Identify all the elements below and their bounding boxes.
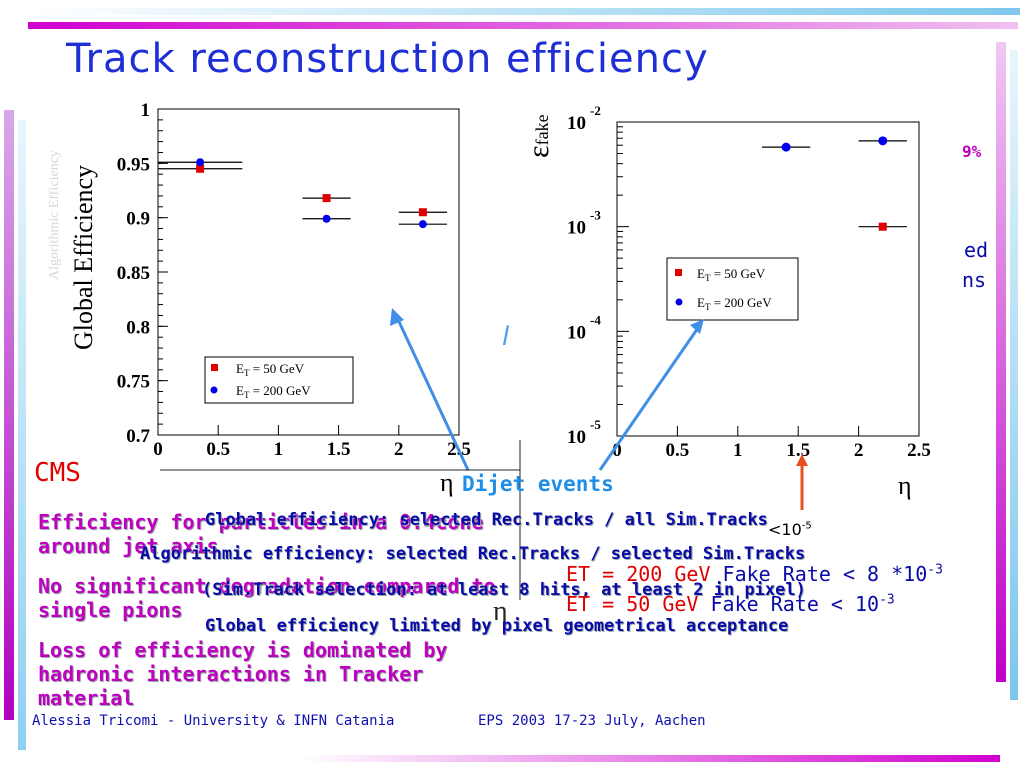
fake-rate-200-et: ET = 200 GeV bbox=[566, 562, 711, 586]
arrow-left-head bbox=[390, 308, 404, 326]
plot2-xlabel: η bbox=[898, 471, 912, 500]
mid-line-2: Algorithmic efficiency: selected Rec.Tra… bbox=[140, 544, 806, 564]
plot2-legend-50: ET = 50 GeV bbox=[697, 266, 766, 283]
left-line-3c: material bbox=[38, 686, 135, 710]
plot1-legend-box bbox=[204, 356, 354, 404]
plot1-ytick-label: 1 bbox=[141, 100, 151, 121]
page-title: Track reconstruction efficiency bbox=[66, 36, 709, 82]
plot1-ytick-label: 0.9 bbox=[126, 209, 150, 230]
plot1-xtick-label: 1 bbox=[274, 439, 284, 460]
ghost-eta: η bbox=[493, 596, 508, 627]
plot2-xtick-label: 1 bbox=[733, 440, 743, 461]
plot2-legend-marker-50 bbox=[675, 269, 682, 276]
plot1-point-200 bbox=[196, 158, 205, 167]
plot1-point-50 bbox=[322, 194, 331, 203]
fragment-10: <10-5 bbox=[768, 520, 812, 539]
bottom-bar bbox=[300, 755, 1000, 762]
plot1-ytick-label: 0.8 bbox=[126, 317, 150, 338]
plot2-ytick-label: 10-3 bbox=[567, 208, 601, 239]
dijet-label: Dijet events bbox=[462, 472, 614, 496]
title-bar bbox=[28, 22, 1018, 29]
plot2-ticks: 10-5 10-4 10-3 10-2 0 0.5 1 1.5 2 2.5 bbox=[567, 103, 931, 461]
plot1-ytick-label: 0.95 bbox=[117, 154, 150, 175]
left-line-1: Efficiency for particles in a 0.4cone bbox=[38, 510, 484, 534]
right-bar bbox=[996, 42, 1006, 682]
fragment-10-exp: -5 bbox=[801, 520, 812, 532]
eta-label: η bbox=[440, 468, 454, 497]
plot2-xtick-label: 1.5 bbox=[786, 440, 810, 461]
plot1-ytick-label: 0.85 bbox=[117, 263, 150, 284]
plot2-xtick-label: 2 bbox=[854, 440, 864, 461]
plot1-legend: ET = 50 GeV ET = 200 GeV bbox=[204, 356, 354, 404]
plot1-point-200 bbox=[322, 214, 331, 223]
plot2-xtick-label: 0 bbox=[612, 440, 622, 461]
fragment-ed: ed bbox=[964, 238, 989, 262]
plot2-xtick-label: 2.5 bbox=[907, 440, 931, 461]
plot1-ylabel: Global Efficiency bbox=[69, 165, 98, 350]
plot1-point-200 bbox=[418, 220, 427, 229]
plot1-xtick-label: 2 bbox=[394, 439, 404, 460]
plot2-point-50 bbox=[878, 222, 887, 231]
plot2-point-200 bbox=[878, 136, 888, 146]
plot1-xtick-label: 0 bbox=[153, 439, 163, 460]
left-line-1b: around jet axis bbox=[38, 534, 219, 558]
arrow-right-head bbox=[690, 319, 704, 334]
plot1-xtick-label: 0.5 bbox=[206, 439, 230, 460]
plot1-series bbox=[158, 158, 447, 229]
fragment-l: l bbox=[502, 322, 510, 352]
mid-line-4: Global efficiency limited by pixel geome… bbox=[205, 616, 789, 636]
plot2-ytick-label: 10-5 bbox=[567, 417, 601, 448]
footer-conference: EPS 2003 17-23 July, Aachen bbox=[478, 713, 706, 729]
fake-rate-200-text: Fake Rate < 8 *10 bbox=[710, 562, 928, 586]
left-line-2: No significant degradation compared to bbox=[38, 574, 496, 598]
plot2-legend-box bbox=[666, 257, 799, 321]
arrow-right bbox=[598, 324, 702, 471]
plot2-legend-200: ET = 200 GeV bbox=[697, 295, 772, 312]
left-line-3: Loss of efficiency is dominated by bbox=[38, 638, 448, 662]
plot2-ytick-label: 10-2 bbox=[567, 103, 601, 134]
footer-author: Alessia Tricomi - University & INFN Cata… bbox=[32, 713, 395, 729]
mid-line-3: (Sim.Track selection: at least 8 hits, a… bbox=[202, 580, 806, 600]
plot2-xtick-label: 0.5 bbox=[666, 440, 690, 461]
left-bar bbox=[4, 110, 14, 720]
arrow-left bbox=[393, 312, 470, 471]
fragment-percent: 9% bbox=[962, 142, 982, 161]
plot1-legend-marker-200 bbox=[210, 386, 218, 394]
plot1-point-50 bbox=[418, 208, 427, 217]
plot2-legend-marker-200 bbox=[675, 298, 683, 306]
plot1-legend-50: ET = 50 GeV bbox=[236, 361, 305, 378]
left-bar-2 bbox=[18, 120, 26, 750]
fake-rate-50-et: ET = 50 GeV bbox=[566, 592, 699, 616]
plot1-ytick-label: 0.75 bbox=[117, 372, 150, 393]
fake-rate-50-text: Fake Rate < 10 bbox=[698, 592, 880, 616]
left-line-2b: single pions bbox=[38, 598, 183, 622]
top-bar bbox=[30, 8, 1020, 15]
plot1-xtick-label: 1.5 bbox=[327, 439, 351, 460]
fake-rate-50: ET = 50 GeV Fake Rate < 10-3 bbox=[566, 592, 895, 616]
plot2-point-200 bbox=[781, 142, 791, 152]
right-bar-2 bbox=[1010, 50, 1018, 700]
ghost-ylabel: Algorithmic Efficiency bbox=[47, 150, 62, 280]
fragment-ns: ns bbox=[962, 268, 987, 292]
fragment-10-base: <10 bbox=[768, 520, 802, 539]
ghost-plot: η bbox=[160, 440, 521, 627]
plot1-point-50 bbox=[196, 164, 205, 173]
plot2-ytick-label: 10-4 bbox=[567, 312, 601, 343]
plot1-legend-200: ET = 200 GeV bbox=[236, 383, 311, 400]
mid-line-1: Global efficiency: selected Rec.Tracks /… bbox=[205, 510, 768, 530]
fake-rate-200: ET = 200 GeV Fake Rate < 8 *10-3 bbox=[566, 562, 943, 586]
left-line-3b: hadronic interactions in Tracker bbox=[38, 662, 424, 686]
fake-rate-200-exp: -3 bbox=[927, 562, 943, 578]
plot2-legend: ET = 50 GeV ET = 200 GeV bbox=[666, 257, 799, 321]
cms-label: CMS bbox=[34, 458, 81, 488]
plot1-ytick-label: 0.7 bbox=[126, 426, 150, 447]
plot2-series bbox=[761, 136, 907, 231]
plot2-ylabel: εfake bbox=[522, 114, 555, 158]
fake-rate-50-exp: -3 bbox=[879, 592, 895, 608]
plot1-legend-marker-50 bbox=[211, 364, 218, 371]
arrow-orange-head bbox=[796, 454, 808, 466]
